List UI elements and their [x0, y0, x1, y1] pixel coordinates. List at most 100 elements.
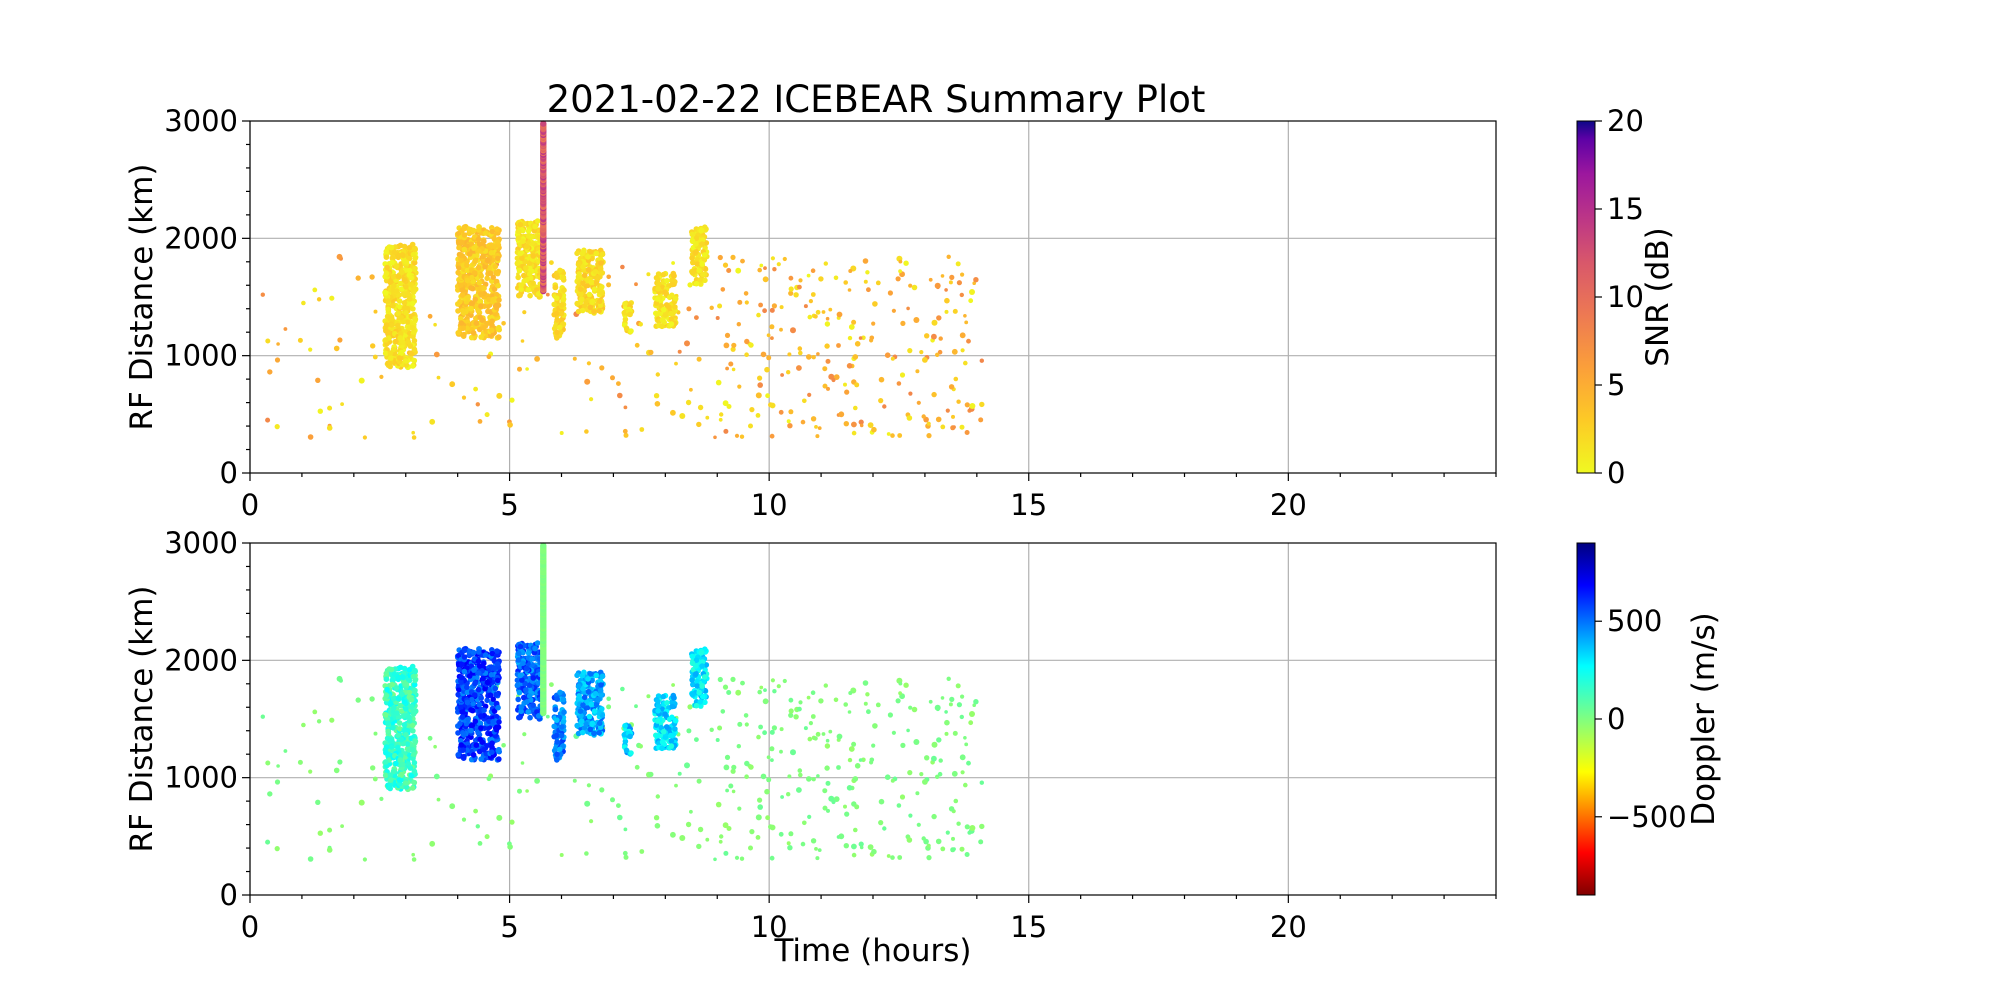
data-point — [468, 305, 474, 312]
data-point — [890, 356, 895, 361]
data-point — [481, 707, 487, 714]
data-point — [433, 322, 437, 327]
data-point — [886, 432, 891, 436]
data-point — [469, 300, 476, 307]
data-point — [557, 746, 563, 753]
data-point — [585, 676, 591, 682]
data-point — [848, 691, 853, 695]
data-point — [461, 232, 468, 238]
data-point — [654, 296, 661, 302]
data-point — [639, 849, 645, 854]
data-point — [379, 796, 384, 802]
data-point — [488, 250, 495, 256]
data-point — [478, 291, 484, 297]
data-point — [552, 284, 559, 291]
data-point — [963, 782, 968, 788]
data-point — [383, 270, 390, 277]
data-point — [717, 725, 723, 731]
data-point — [760, 351, 767, 358]
data-point — [693, 249, 699, 255]
data-point — [952, 847, 956, 851]
data-point — [470, 752, 477, 758]
data-point — [411, 346, 418, 353]
data-point — [944, 719, 950, 726]
doppler-colorbar-label: Doppler (m/s) — [1686, 612, 1722, 825]
data-point — [663, 724, 670, 730]
data-point — [558, 310, 565, 317]
data-point — [913, 317, 920, 323]
data-point — [858, 841, 864, 847]
data-point — [687, 704, 693, 710]
data-point — [316, 719, 322, 724]
data-point — [851, 430, 857, 436]
data-point — [701, 674, 708, 680]
data-point — [778, 831, 784, 837]
data-point — [655, 372, 660, 377]
x-tick-label: 5 — [500, 488, 518, 522]
data-point — [861, 757, 866, 763]
data-point — [403, 310, 409, 316]
data-point — [493, 713, 500, 720]
data-point — [730, 768, 736, 774]
data-point — [867, 844, 874, 850]
data-point — [308, 347, 313, 352]
data-point — [488, 672, 495, 678]
data-point — [843, 804, 847, 809]
data-point — [408, 350, 415, 357]
data-point — [668, 310, 674, 317]
data-point — [869, 757, 875, 763]
data-point — [797, 284, 802, 290]
data-point — [469, 722, 476, 728]
data-point — [672, 726, 678, 732]
data-point — [854, 382, 860, 388]
data-point — [959, 714, 964, 720]
data-point — [329, 295, 335, 301]
data-point — [770, 758, 774, 762]
data-point — [968, 298, 974, 304]
data-point — [846, 785, 853, 791]
data-point — [689, 231, 696, 238]
y-tick-label: 2000 — [164, 643, 238, 677]
data-point — [689, 809, 693, 814]
data-point — [559, 724, 565, 730]
data-point — [731, 789, 736, 794]
data-point — [471, 245, 477, 251]
data-point — [813, 736, 818, 741]
data-point — [759, 263, 764, 268]
data-point — [340, 402, 344, 406]
data-point — [823, 683, 828, 688]
data-point — [518, 286, 524, 293]
data-point — [489, 327, 495, 334]
data-point — [584, 800, 591, 807]
data-point — [728, 361, 734, 367]
data-point — [908, 391, 913, 396]
data-point — [655, 703, 662, 709]
data-point — [395, 695, 402, 702]
data-point — [871, 848, 877, 855]
data-point — [878, 798, 885, 805]
data-point — [521, 694, 527, 701]
data-point — [412, 668, 419, 675]
data-point — [897, 855, 903, 860]
data-point — [949, 696, 955, 703]
data-point — [307, 434, 314, 440]
data-point — [964, 852, 970, 857]
snr-y-ticks: 0 1000 2000 3000 — [164, 104, 250, 490]
data-point — [326, 847, 333, 853]
data-point — [560, 696, 567, 703]
data-point — [472, 680, 478, 687]
data-point — [456, 686, 462, 693]
data-point — [969, 403, 976, 409]
data-point — [875, 280, 881, 286]
data-point — [740, 680, 745, 686]
data-point — [769, 824, 776, 831]
data-point — [530, 280, 536, 287]
data-point — [545, 714, 550, 719]
data-point — [517, 221, 524, 228]
data-point — [890, 433, 895, 438]
data-point — [797, 346, 803, 351]
data-point — [715, 379, 722, 386]
data-point — [825, 316, 830, 321]
data-point — [524, 699, 530, 705]
data-point — [689, 653, 696, 660]
